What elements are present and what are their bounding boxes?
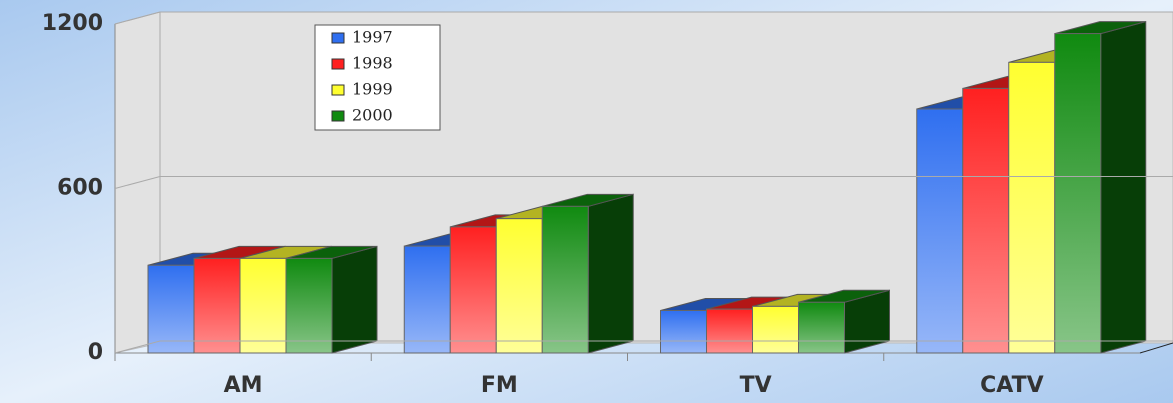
bar-front: [541, 205, 589, 354]
x-tick-label: FM: [481, 373, 518, 398]
legend-label: 1999: [352, 80, 393, 99]
legend-swatch: [331, 84, 345, 96]
bar-front: [239, 257, 287, 354]
bar-front: [1008, 61, 1056, 354]
bar: [541, 193, 634, 354]
legend-label: 1997: [352, 28, 393, 47]
bar-front: [916, 108, 964, 354]
bar: [1054, 20, 1147, 354]
bar-front: [449, 226, 497, 354]
grid-line: [114, 176, 1173, 189]
y-tick-label: 600: [57, 176, 103, 201]
bar-side: [1100, 20, 1147, 354]
legend: 1997 1998 1999 2000: [314, 24, 441, 131]
bar-front: [706, 308, 753, 354]
grid-line: [114, 340, 1173, 354]
bar-front: [495, 218, 543, 354]
bar-front: [193, 257, 241, 354]
x-tick-label: CATV: [980, 373, 1044, 398]
bar-front: [752, 305, 799, 354]
bar-front: [147, 264, 195, 354]
legend-swatch: [331, 32, 345, 44]
bar-side: [331, 245, 378, 354]
bar-side: [587, 193, 634, 354]
x-tick-label: AM: [224, 373, 263, 398]
bar: [798, 289, 890, 354]
bar-front: [285, 257, 333, 354]
legend-swatch: [331, 110, 345, 122]
bar: [285, 245, 378, 354]
bar-front: [798, 301, 845, 354]
bar-front: [660, 310, 707, 354]
bar-front: [962, 87, 1010, 354]
bar-front: [1054, 33, 1102, 354]
bar-front: [403, 245, 451, 354]
x-tick-label: TV: [740, 373, 772, 398]
y-tick-label: 0: [88, 340, 103, 365]
y-tick-label: 1200: [42, 11, 103, 36]
floor-edge: [1139, 342, 1173, 354]
legend-label: 2000: [352, 106, 393, 125]
legend-label: 1998: [352, 54, 393, 73]
legend-swatch: [331, 58, 345, 70]
grid-line: [114, 11, 1173, 25]
